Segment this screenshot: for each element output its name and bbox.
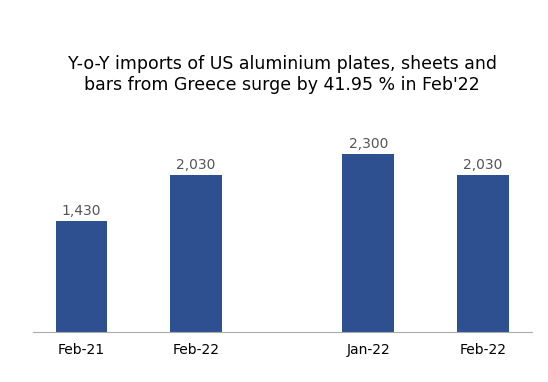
Title: Y-o-Y imports of US aluminium plates, sheets and
bars from Greece surge by 41.95: Y-o-Y imports of US aluminium plates, sh… — [68, 55, 496, 94]
Bar — [170, 175, 222, 332]
Text: 1,430: 1,430 — [61, 204, 101, 219]
Bar — [55, 221, 107, 332]
Bar — [342, 154, 394, 332]
Text: 2,030: 2,030 — [176, 158, 216, 172]
Text: 2,030: 2,030 — [464, 158, 503, 172]
Bar — [457, 175, 509, 332]
Text: 2,300: 2,300 — [349, 137, 388, 151]
